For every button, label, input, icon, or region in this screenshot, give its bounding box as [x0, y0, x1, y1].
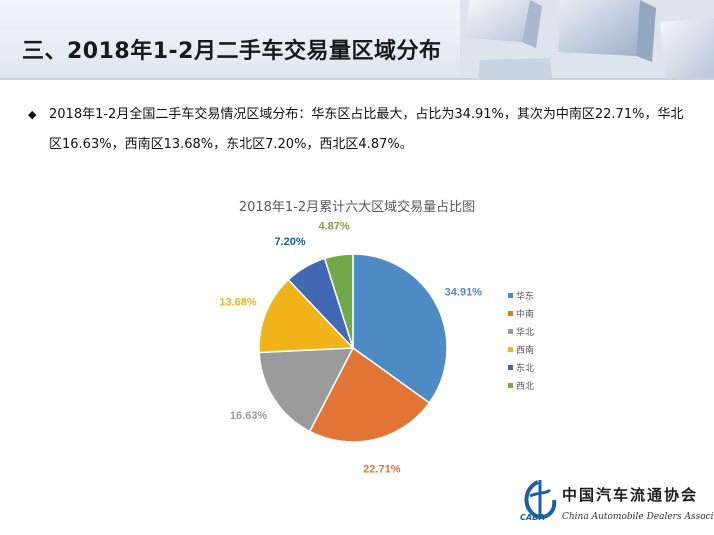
cada-logo: CADA 中国汽车流通协会 China Automobile Dealers A… — [516, 476, 714, 534]
legend-label-4: 西南 — [516, 344, 534, 356]
diamond-bullet-icon: ◆ — [28, 108, 37, 121]
legend-label-3: 华北 — [516, 326, 534, 338]
cada-emblem-icon — [524, 480, 557, 519]
data-label-3: 16.63% — [230, 410, 268, 422]
logo-abbreviation: CADA — [520, 513, 545, 522]
header-divider — [0, 78, 714, 80]
logo-name-en: China Automobile Dealers Association — [562, 512, 714, 522]
logo-name-cn: 中国汽车流通协会 — [562, 486, 699, 504]
page-title: 三、2018年1-2月二手车交易量区域分布 — [22, 39, 442, 64]
legend-label-2: 中南 — [516, 308, 534, 320]
data-label-1: 34.91% — [445, 286, 483, 298]
summary-text: 2018年1-2月全国二手车交易情况区域分布：华东区占比最大，占比为34.91%… — [49, 107, 684, 152]
legend-swatch-5 — [508, 365, 513, 370]
pie-slice-3 — [258, 347, 355, 433]
pie-slice-6 — [323, 253, 354, 349]
pie-slice-1 — [352, 253, 448, 404]
legend-swatch-4 — [508, 347, 513, 352]
legend-label-5: 东北 — [516, 362, 534, 374]
legend-label-1: 华东 — [516, 290, 534, 302]
header-cubes-image — [460, 0, 714, 78]
header-bar: 三、2018年1-2月二手车交易量区域分布 — [0, 0, 714, 78]
legend-swatch-3 — [508, 329, 513, 334]
chart-title: 2018年1-2月累计六大区域交易量占比图 — [238, 200, 476, 215]
legend-swatch-6 — [508, 383, 513, 388]
data-label-5: 7.20% — [274, 236, 305, 248]
data-label-4: 13.68% — [219, 297, 257, 309]
legend-label-6: 西北 — [516, 381, 534, 392]
data-label-2: 22.71% — [363, 464, 401, 476]
legend-swatch-1 — [508, 293, 513, 298]
pie-slice-4 — [258, 278, 355, 354]
legend-swatch-2 — [508, 311, 513, 316]
data-label-6: 4.87% — [319, 220, 350, 232]
pie-slice-2 — [308, 346, 431, 443]
